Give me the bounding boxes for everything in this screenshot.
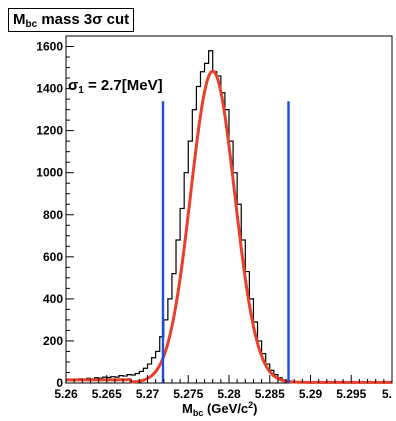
- y-tick-label: 400: [43, 292, 63, 306]
- y-tick-label: 1000: [36, 166, 63, 180]
- x-tick-label: 5.285: [255, 387, 285, 401]
- y-tick-label: 1200: [36, 124, 63, 138]
- fit-layer: [66, 69, 392, 384]
- y-tick-label: 1400: [36, 82, 63, 96]
- histogram-layer: [65, 50, 392, 384]
- x-tick-label: 5.: [382, 387, 392, 401]
- x-tick-label: 5.29: [299, 387, 323, 401]
- x-tick-label: 5.28: [217, 387, 241, 401]
- x-tick-label: 5.275: [173, 387, 203, 401]
- y-tick-label: 200: [43, 334, 63, 348]
- sigma-annotation: σ1 = 2.7[MeV]: [68, 77, 163, 96]
- y-tick-label: 800: [43, 208, 63, 222]
- x-tick-label: 5.295: [336, 387, 366, 401]
- y-tick-label: 1600: [36, 40, 63, 54]
- x-tick-label: 5.27: [136, 387, 160, 401]
- y-tick-label: 600: [43, 250, 63, 264]
- x-axis-title: Mbc (GeV/c2): [182, 400, 258, 418]
- chart-title: Mbc mass 3σ cut: [8, 8, 135, 32]
- cut-lines-layer: [161, 101, 290, 383]
- x-tick-label: 5.26: [54, 387, 78, 401]
- fit-curve: [66, 69, 392, 384]
- y-tick-label: 0: [56, 376, 63, 390]
- x-tick-label: 5.265: [92, 387, 122, 401]
- histogram-series: [65, 50, 392, 384]
- tick-layer: 0 200 400 600 800 1000 1200 1400 1600 5.26 5.265 5.…: [36, 35, 393, 401]
